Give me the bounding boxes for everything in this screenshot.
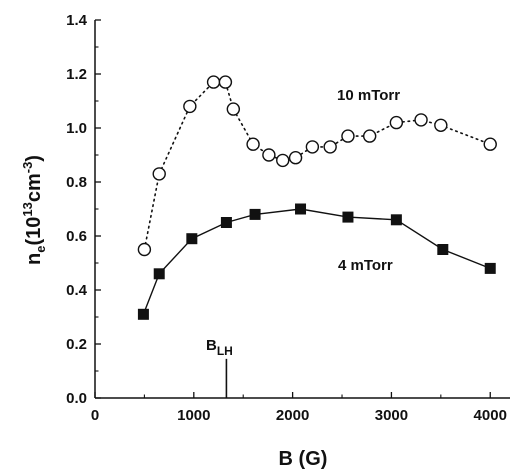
data-point-10-mtorr — [183, 99, 197, 114]
data-point-10-mtorr — [305, 140, 320, 154]
data-point-10-mtorr — [276, 153, 290, 168]
data-point-4-mtorr — [220, 217, 232, 228]
data-point-10-mtorr — [218, 75, 233, 89]
data-point-4-mtorr — [295, 203, 307, 215]
y-axis-title-base-sub: e — [33, 246, 48, 253]
data-point-10-mtorr — [262, 148, 276, 162]
chart-ticks: 0 1000 2000 3000 4000 0.0 0.2 0.4 0.6 0.8 1.0 1.2 1.… — [66, 12, 507, 424]
y-axis-title-open: (10 — [23, 217, 45, 246]
y-tick-label: 0.4 — [66, 282, 88, 299]
chart-series — [137, 75, 497, 320]
data-point-10-mtorr — [414, 113, 428, 127]
series-label-10-mtorr: 10 mTorr — [337, 87, 400, 104]
data-point-10-mtorr — [246, 137, 260, 151]
x-tick-label: 2000 — [276, 407, 309, 424]
x-tick-label: 3000 — [375, 407, 408, 424]
data-point-4-mtorr — [390, 214, 402, 226]
y-axis-title: ne(1013cm-3) — [20, 155, 48, 265]
data-point-10-mtorr — [323, 140, 337, 154]
series-label-4-mtorr: 4 mTorr — [338, 257, 393, 274]
y-tick-label: 1.4 — [66, 12, 88, 29]
data-point-10-mtorr — [362, 129, 377, 143]
x-tick-label: 4000 — [474, 407, 507, 424]
data-point-10-mtorr — [288, 150, 303, 165]
blh-label-base: B — [206, 337, 217, 354]
data-point-10-mtorr — [434, 118, 448, 133]
x-tick-label: 1000 — [177, 407, 210, 424]
data-point-10-mtorr — [483, 137, 497, 151]
data-point-10-mtorr — [137, 242, 152, 257]
y-axis-title-close: ) — [23, 155, 45, 162]
blh-label-sub: LH — [217, 344, 233, 358]
y-axis-title-unit-exp: -3 — [20, 162, 35, 174]
y-tick-label: 0.8 — [66, 174, 87, 191]
data-point-10-mtorr — [389, 115, 404, 130]
data-point-4-mtorr — [153, 268, 165, 280]
x-tick-label: 0 — [91, 407, 99, 424]
data-point-4-mtorr — [484, 262, 496, 274]
y-axis-title-unit: cm — [23, 173, 45, 202]
data-point-4-mtorr — [437, 244, 449, 255]
series-line-4-mtorr — [142, 208, 491, 315]
y-axis-title-exp: 13 — [20, 202, 35, 216]
data-point-4-mtorr — [186, 233, 198, 245]
data-point-10-mtorr — [341, 129, 355, 143]
y-tick-label: 1.2 — [66, 66, 87, 83]
y-axis-title-base: n — [23, 253, 45, 265]
y-tick-label: 1.0 — [66, 120, 87, 137]
data-point-4-mtorr — [249, 208, 261, 220]
blh-annotation-label: BLH — [206, 337, 233, 358]
y-tick-label: 0.6 — [66, 228, 87, 245]
x-axis-title: B (G) — [279, 448, 328, 470]
y-tick-label: 0.0 — [66, 390, 87, 407]
y-tick-label: 0.2 — [66, 336, 87, 353]
data-point-4-mtorr — [137, 308, 149, 320]
data-point-10-mtorr — [206, 75, 221, 89]
data-point-10-mtorr — [152, 167, 166, 181]
data-point-4-mtorr — [342, 211, 354, 223]
data-point-10-mtorr — [226, 102, 241, 116]
